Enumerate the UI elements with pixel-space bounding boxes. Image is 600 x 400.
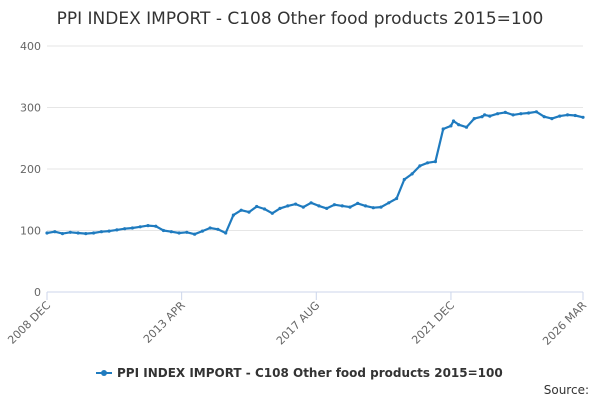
series-line: [46, 110, 584, 236]
data-point: [107, 229, 111, 233]
data-point: [278, 206, 282, 210]
data-point: [558, 114, 562, 118]
data-point: [169, 230, 173, 234]
data-point: [317, 204, 321, 208]
x-tick-label: 2017 AUG: [274, 299, 323, 348]
data-point: [363, 204, 368, 208]
data-point: [527, 111, 531, 115]
gridlines: [47, 45, 583, 293]
legend-point-marker: [101, 370, 107, 376]
data-point: [185, 230, 189, 234]
data-point: [483, 113, 487, 117]
data-point: [581, 115, 585, 119]
data-point: [426, 161, 430, 165]
data-point: [395, 196, 399, 201]
data-point: [138, 225, 142, 229]
data-point: [340, 204, 344, 208]
data-point: [573, 113, 577, 118]
data-point: [402, 177, 406, 182]
data-point: [68, 230, 72, 234]
data-point: [76, 231, 80, 235]
data-point: [534, 110, 539, 114]
data-point: [262, 207, 267, 211]
data-point: [123, 227, 127, 231]
data-point: [387, 201, 391, 205]
data-point: [177, 231, 181, 235]
x-tick-label: 2008 DEC: [5, 299, 53, 347]
x-tick-label: 2021 DEC: [409, 299, 457, 347]
data-point: [53, 230, 57, 234]
data-point: [410, 172, 414, 176]
source-label: Source:: [544, 383, 589, 397]
data-point: [231, 213, 235, 217]
y-tick-label: 100: [20, 225, 41, 238]
data-point: [550, 117, 554, 121]
data-point: [99, 230, 103, 234]
legend-label: PPI INDEX IMPORT - C108 Other food produ…: [117, 366, 503, 380]
data-point: [294, 202, 298, 206]
data-point: [371, 206, 375, 210]
chart-title: PPI INDEX IMPORT - C108 Other food produ…: [57, 9, 544, 29]
data-point: [45, 231, 49, 235]
data-point: [449, 124, 453, 128]
x-axis-ticks: 2008 DEC 2013 APR 2017 AUG 2021 DEC 2026 MAR: [5, 292, 589, 348]
data-point: [224, 231, 228, 235]
data-point: [200, 229, 204, 233]
data-point: [542, 115, 546, 119]
data-point: [286, 204, 290, 208]
data-point: [488, 114, 492, 118]
data-point: [216, 227, 220, 231]
data-point: [511, 113, 515, 117]
data-point: [451, 119, 456, 123]
data-point: [565, 113, 570, 117]
data-point: [247, 210, 251, 214]
data-point: [255, 204, 259, 209]
data-point: [472, 117, 476, 121]
data-point: [193, 232, 197, 236]
data-point: [208, 226, 212, 230]
legend[interactable]: PPI INDEX IMPORT - C108 Other food produ…: [96, 366, 503, 380]
data-point: [84, 232, 88, 236]
data-point: [418, 164, 422, 168]
data-point: [60, 232, 65, 236]
data-point: [325, 206, 329, 210]
y-tick-label: 300: [20, 102, 41, 115]
data-point: [379, 205, 383, 209]
data-point: [480, 115, 484, 119]
y-tick-label: 400: [20, 40, 41, 53]
data-point: [130, 226, 134, 230]
data-point: [301, 205, 305, 209]
data-point: [92, 231, 96, 235]
data-point: [239, 208, 243, 212]
data-point: [161, 228, 166, 233]
y-axis-ticks: 0 100 200 300 400: [20, 40, 41, 299]
x-tick-label: 2013 APR: [141, 299, 188, 346]
y-tick-label: 0: [34, 286, 41, 299]
data-point: [309, 201, 313, 205]
data-point: [270, 211, 274, 215]
data-point: [496, 112, 500, 116]
y-tick-label: 200: [20, 163, 41, 176]
data-point: [464, 125, 469, 129]
data-point: [519, 112, 523, 116]
data-point: [146, 224, 150, 228]
data-point: [115, 228, 119, 232]
data-point: [332, 203, 336, 207]
data-point: [457, 123, 461, 127]
x-tick-label: 2026 MAR: [540, 299, 589, 348]
data-point: [154, 224, 158, 228]
data-point: [441, 127, 445, 131]
data-point: [503, 110, 507, 114]
data-point: [356, 201, 360, 205]
data-point: [348, 205, 352, 209]
series-layer: [45, 110, 585, 236]
data-point: [433, 160, 437, 164]
